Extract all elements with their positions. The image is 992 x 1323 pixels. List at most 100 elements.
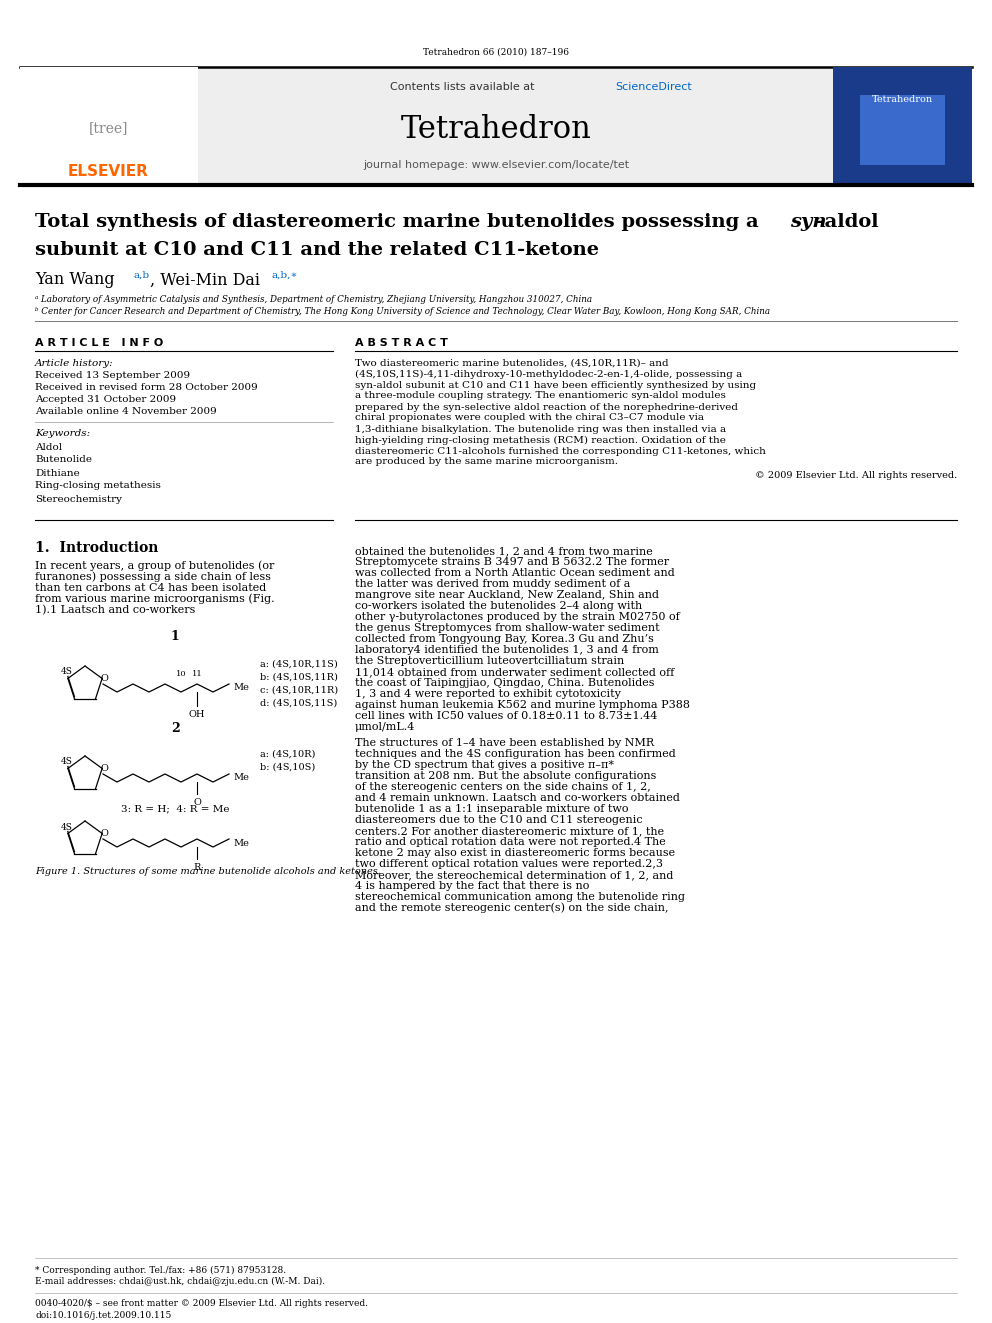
Text: mangrove site near Auckland, New Zealand, Shin and: mangrove site near Auckland, New Zealand… [355, 590, 659, 601]
Text: O: O [193, 798, 201, 807]
Text: a,b,∗: a,b,∗ [272, 270, 299, 279]
Text: chiral propionates were coupled with the chiral C3–C7 module via: chiral propionates were coupled with the… [355, 414, 704, 422]
Text: Dithiane: Dithiane [35, 468, 79, 478]
Bar [20, 67, 972, 185]
Text: 0040-4020/$ – see front matter © 2009 Elsevier Ltd. All rights reserved.: 0040-4020/$ – see front matter © 2009 El… [35, 1299, 368, 1308]
Text: and 4 remain unknown. Laatsch and co-workers obtained: and 4 remain unknown. Laatsch and co-wor… [355, 792, 680, 803]
Text: 1: 1 [171, 631, 180, 643]
Text: Tetrahedron: Tetrahedron [401, 115, 591, 146]
Text: techniques and the 4S configuration has been confirmed: techniques and the 4S configuration has … [355, 749, 676, 759]
Text: Stereochemistry: Stereochemistry [35, 495, 122, 504]
Text: Article history:: Article history: [35, 359, 114, 368]
Text: –aldol: –aldol [815, 213, 879, 232]
Text: The structures of 1–4 have been established by NMR: The structures of 1–4 have been establis… [355, 738, 654, 747]
Text: A R T I C L E   I N F O: A R T I C L E I N F O [35, 337, 164, 348]
Text: was collected from a North Atlantic Ocean sediment and: was collected from a North Atlantic Ocea… [355, 568, 675, 578]
Text: doi:10.1016/j.tet.2009.10.115: doi:10.1016/j.tet.2009.10.115 [35, 1311, 172, 1319]
Text: E-mail addresses: chdai@ust.hk, chdai@zju.edu.cn (W.-M. Dai).: E-mail addresses: chdai@ust.hk, chdai@zj… [35, 1277, 325, 1286]
Text: and the remote stereogenic center(s) on the side chain,: and the remote stereogenic center(s) on … [355, 902, 669, 913]
Text: Figure 1. Structures of some marine butenolide alcohols and ketones.: Figure 1. Structures of some marine bute… [35, 867, 381, 876]
Bar [833, 67, 972, 185]
Text: © 2009 Elsevier Ltd. All rights reserved.: © 2009 Elsevier Ltd. All rights reserved… [755, 471, 957, 480]
Text: 11,014 obtained from underwater sediment collected off: 11,014 obtained from underwater sediment… [355, 667, 675, 677]
Text: Contents lists available at: Contents lists available at [390, 82, 538, 93]
Text: Me: Me [233, 839, 249, 848]
Text: diastereomeric C11-alcohols furnished the corresponding C11-ketones, which: diastereomeric C11-alcohols furnished th… [355, 446, 766, 455]
Text: 4S: 4S [62, 758, 73, 766]
Text: laboratory4 identified the butenolides 1, 3 and 4 from: laboratory4 identified the butenolides 1… [355, 646, 659, 655]
Text: a: (4S,10R,11S): a: (4S,10R,11S) [260, 659, 337, 668]
Text: A B S T R A C T: A B S T R A C T [355, 337, 447, 348]
Text: are produced by the same marine microorganism.: are produced by the same marine microorg… [355, 458, 618, 467]
Text: 1).1 Laatsch and co-workers: 1).1 Laatsch and co-workers [35, 605, 195, 615]
Text: d: (4S,10S,11S): d: (4S,10S,11S) [260, 699, 337, 708]
Text: a,b: a,b [133, 270, 149, 279]
Text: 3: R = H;  4: R = Me: 3: R = H; 4: R = Me [121, 804, 229, 814]
Text: cell lines with IC50 values of 0.18±0.11 to 8.73±1.44: cell lines with IC50 values of 0.18±0.11… [355, 710, 658, 721]
Text: collected from Tongyoung Bay, Korea.3 Gu and Zhu’s: collected from Tongyoung Bay, Korea.3 Gu… [355, 634, 654, 644]
Text: , Wei-Min Dai: , Wei-Min Dai [150, 271, 260, 288]
Text: syn: syn [790, 213, 826, 232]
Text: Tetrahedron: Tetrahedron [871, 95, 932, 105]
Text: Keywords:: Keywords: [35, 430, 90, 438]
Text: the latter was derived from muddy sediment of a: the latter was derived from muddy sedime… [355, 579, 630, 589]
Text: centers.2 For another diastereomeric mixture of 1, the: centers.2 For another diastereomeric mix… [355, 826, 664, 836]
Text: ELSEVIER: ELSEVIER [67, 164, 149, 180]
Text: by the CD spectrum that gives a positive π–π*: by the CD spectrum that gives a positive… [355, 759, 614, 770]
Text: against human leukemia K562 and murine lymphoma P388: against human leukemia K562 and murine l… [355, 700, 690, 710]
Text: Tetrahedron 66 (2010) 187–196: Tetrahedron 66 (2010) 187–196 [423, 48, 569, 57]
Text: than ten carbons at C4 has been isolated: than ten carbons at C4 has been isolated [35, 583, 266, 593]
Text: co-workers isolated the butenolides 2–4 along with: co-workers isolated the butenolides 2–4 … [355, 601, 642, 611]
Text: two different optical rotation values were reported.2,3: two different optical rotation values we… [355, 859, 663, 869]
Text: ᵇ Center for Cancer Research and Department of Chemistry, The Hong Kong Universi: ᵇ Center for Cancer Research and Departm… [35, 307, 770, 315]
Text: obtained the butenolides 1, 2 and 4 from two marine: obtained the butenolides 1, 2 and 4 from… [355, 546, 653, 556]
Text: Yan Wang: Yan Wang [35, 271, 115, 288]
Text: Aldol: Aldol [35, 442, 62, 451]
Text: (4S,10S,11S)-4,11-dihydroxy-10-methyldodec-2-en-1,4-olide, possessing a: (4S,10S,11S)-4,11-dihydroxy-10-methyldod… [355, 369, 742, 378]
Text: Me: Me [233, 684, 249, 692]
Text: Received in revised form 28 October 2009: Received in revised form 28 October 2009 [35, 384, 258, 393]
Text: b: (4S,10S,11R): b: (4S,10S,11R) [260, 672, 338, 681]
Text: ketone 2 may also exist in diastereomeric forms because: ketone 2 may also exist in diastereomeri… [355, 848, 676, 859]
Text: OH: OH [188, 710, 205, 718]
Text: subunit at C10 and C11 and the related C11-ketone: subunit at C10 and C11 and the related C… [35, 241, 599, 259]
Text: Accepted 31 October 2009: Accepted 31 October 2009 [35, 396, 177, 405]
Text: Total synthesis of diastereomeric marine butenolides possessing a: Total synthesis of diastereomeric marine… [35, 213, 766, 232]
Text: 4S: 4S [62, 668, 73, 676]
Text: journal homepage: www.elsevier.com/locate/tet: journal homepage: www.elsevier.com/locat… [363, 160, 629, 169]
Text: [tree]: [tree] [88, 120, 128, 135]
Text: a: (4S,10R): a: (4S,10R) [260, 750, 315, 758]
Text: ratio and optical rotation data were not reported.4 The: ratio and optical rotation data were not… [355, 837, 666, 847]
Text: Moreover, the stereochemical determination of 1, 2, and: Moreover, the stereochemical determinati… [355, 871, 674, 880]
Text: of the stereogenic centers on the side chains of 1, 2,: of the stereogenic centers on the side c… [355, 782, 651, 792]
Text: Received 13 September 2009: Received 13 September 2009 [35, 372, 190, 381]
Text: the genus Streptomyces from shallow-water sediment: the genus Streptomyces from shallow-wate… [355, 623, 660, 632]
Text: diastereomers due to the C10 and C11 stereogenic: diastereomers due to the C10 and C11 ste… [355, 815, 643, 826]
Text: b: (4S,10S): b: (4S,10S) [260, 762, 315, 771]
Text: 4S: 4S [62, 823, 73, 831]
Text: In recent years, a group of butenolides (or: In recent years, a group of butenolides … [35, 561, 275, 572]
Text: c: (4S,10R,11R): c: (4S,10R,11R) [260, 685, 338, 695]
Text: ScienceDirect: ScienceDirect [615, 82, 691, 93]
Text: 4 is hampered by the fact that there is no: 4 is hampered by the fact that there is … [355, 881, 589, 890]
Text: O: O [100, 830, 108, 837]
Text: high-yielding ring-closing metathesis (RCM) reaction. Oxidation of the: high-yielding ring-closing metathesis (R… [355, 435, 726, 445]
Text: butenolide 1 as a 1:1 inseparable mixture of two: butenolide 1 as a 1:1 inseparable mixtur… [355, 804, 629, 814]
Text: * Corresponding author. Tel./fax: +86 (571) 87953128.: * Corresponding author. Tel./fax: +86 (5… [35, 1265, 286, 1274]
Text: μmol/mL.4: μmol/mL.4 [355, 722, 416, 732]
Text: 1.  Introduction: 1. Introduction [35, 541, 159, 556]
Text: 10: 10 [176, 669, 186, 677]
Text: Available online 4 November 2009: Available online 4 November 2009 [35, 407, 216, 417]
Bar [20, 67, 198, 185]
Text: 2: 2 [171, 722, 180, 736]
Text: Butenolide: Butenolide [35, 455, 92, 464]
Text: ᵃ Laboratory of Asymmetric Catalysis and Synthesis, Department of Chemistry, Zhe: ᵃ Laboratory of Asymmetric Catalysis and… [35, 295, 592, 303]
Text: prepared by the syn-selective aldol reaction of the norephedrine-derived: prepared by the syn-selective aldol reac… [355, 402, 738, 411]
Text: stereochemical communication among the butenolide ring: stereochemical communication among the b… [355, 892, 685, 902]
Text: a three-module coupling strategy. The enantiomeric syn-aldol modules: a three-module coupling strategy. The en… [355, 392, 726, 401]
Text: Ring-closing metathesis: Ring-closing metathesis [35, 482, 161, 491]
Bar [860, 95, 945, 165]
Text: syn-aldol subunit at C10 and C11 have been efficiently synthesized by using: syn-aldol subunit at C10 and C11 have be… [355, 381, 756, 389]
Text: O: O [100, 673, 108, 683]
Text: Streptomycete strains B 3497 and B 5632.2 The former: Streptomycete strains B 3497 and B 5632.… [355, 557, 670, 568]
